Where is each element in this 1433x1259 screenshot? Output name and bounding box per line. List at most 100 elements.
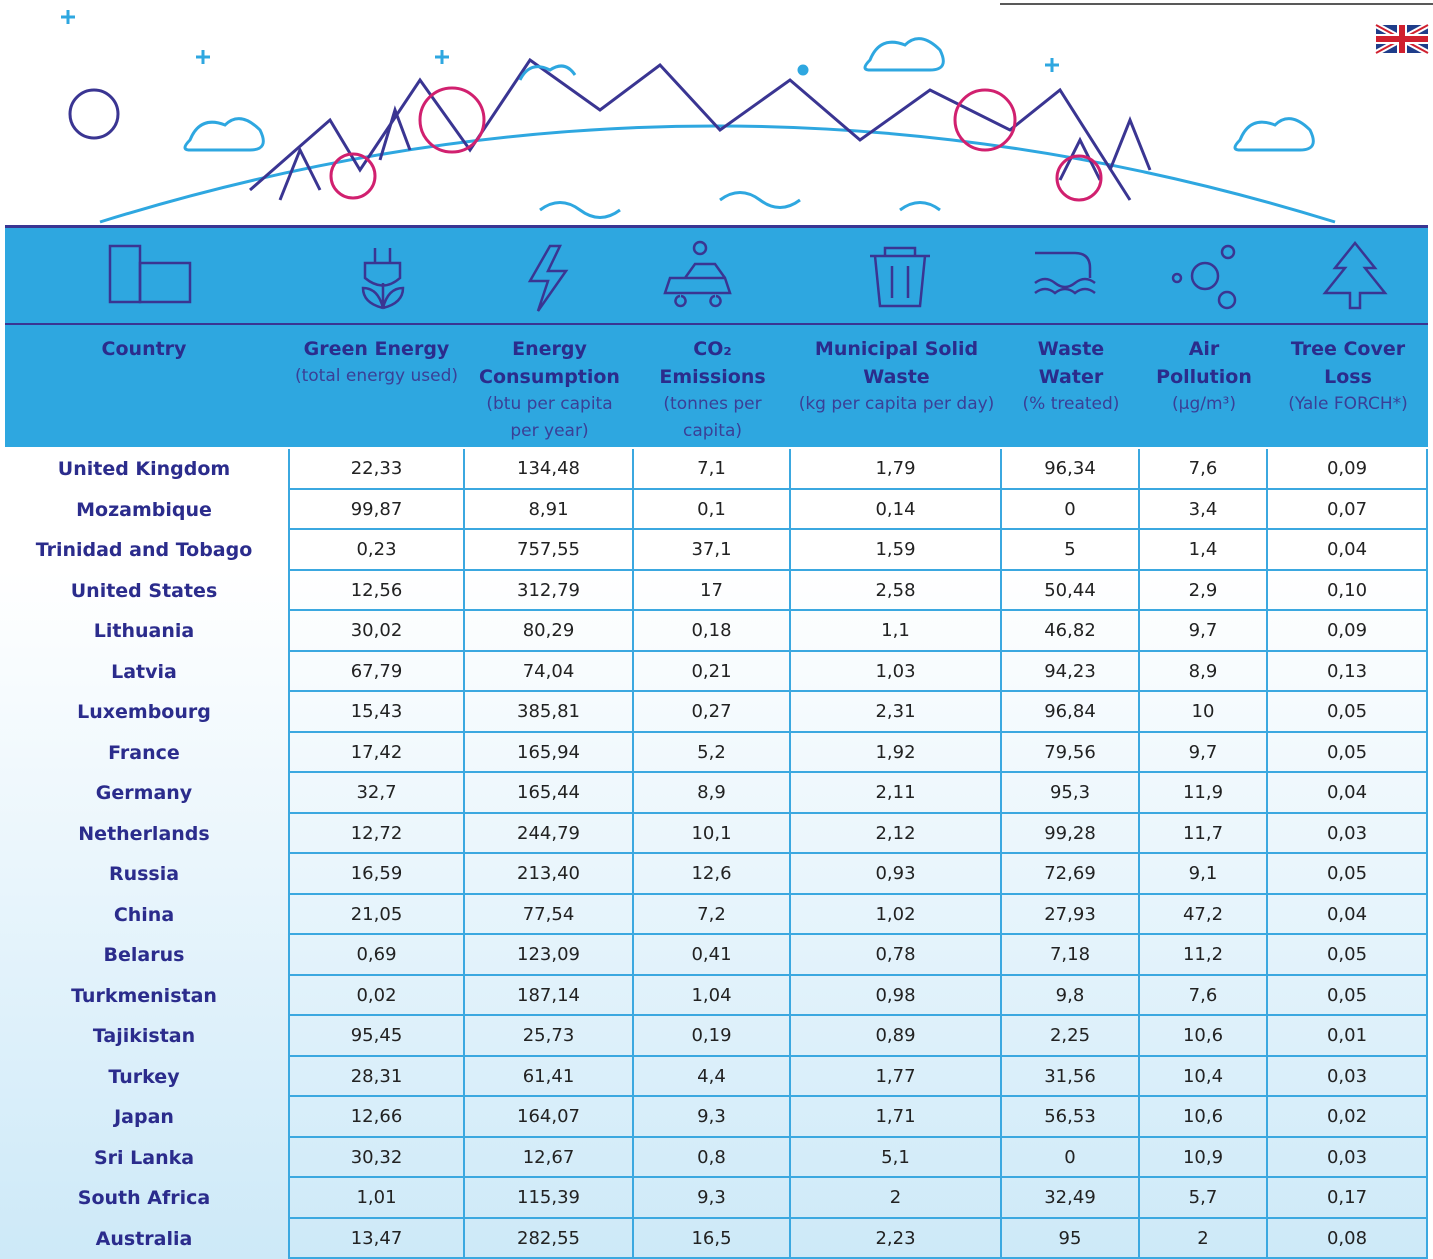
- value-cell: 77,54: [465, 894, 634, 935]
- value-cell: 25,73: [465, 1016, 634, 1057]
- value-cell: 10,4: [1140, 1056, 1268, 1097]
- value-cell: 17,42: [288, 732, 465, 773]
- value-cell: 0,03: [1268, 1137, 1428, 1178]
- value-cell: 95,45: [288, 1016, 465, 1057]
- value-cell: 2,25: [1002, 1016, 1140, 1057]
- value-cell: 0,13: [1268, 651, 1428, 692]
- value-cell: 5: [1002, 530, 1140, 571]
- value-cell: 187,14: [465, 975, 634, 1016]
- value-cell: 8,9: [634, 773, 791, 814]
- value-cell: 79,56: [1002, 732, 1140, 773]
- value-cell: 12,66: [288, 1097, 465, 1138]
- value-cell: 7,18: [1002, 935, 1140, 976]
- value-cell: 165,94: [465, 732, 634, 773]
- value-cell: 0,05: [1268, 692, 1428, 733]
- value-cell: 80,29: [465, 611, 634, 652]
- value-cell: 21,05: [288, 894, 465, 935]
- column-unit: (Yale FORCH*): [1288, 394, 1408, 414]
- value-cell: 9,7: [1140, 611, 1268, 652]
- country-name: Tajikistan: [92, 1025, 196, 1047]
- header-cell: Country: [6, 335, 282, 363]
- value-cell: 7,6: [1140, 975, 1268, 1016]
- column-unit: (% treated): [1022, 394, 1120, 414]
- country-name: Russia: [108, 863, 180, 885]
- value-cell: 4,4: [634, 1056, 791, 1097]
- value-cell: 0,01: [1268, 1016, 1428, 1057]
- value-cell: 47,2: [1140, 894, 1268, 935]
- value-cell: 96,34: [1002, 449, 1140, 490]
- value-cell: 0,69: [288, 935, 465, 976]
- value-cell: 1,02: [791, 894, 1002, 935]
- value-cell: 5,7: [1140, 1178, 1268, 1219]
- value-cell: 115,39: [465, 1178, 634, 1219]
- value-cell: 2,9: [1140, 570, 1268, 611]
- value-cell: 0,03: [1268, 813, 1428, 854]
- value-cell: 9,3: [634, 1097, 791, 1138]
- value-cell: 9,8: [1002, 975, 1140, 1016]
- value-cell: 2,23: [791, 1218, 1002, 1259]
- value-cell: 16,5: [634, 1218, 791, 1259]
- country-name: Netherlands: [78, 822, 210, 845]
- value-cell: 12,6: [634, 854, 791, 895]
- country-name: France: [108, 741, 180, 764]
- value-cell: 1,04: [634, 975, 791, 1016]
- value-cell: 50,44: [1002, 570, 1140, 611]
- country-name: United Kingdom: [57, 458, 231, 480]
- value-cell: 11,2: [1140, 935, 1268, 976]
- country-name: Lithuania: [93, 620, 195, 642]
- value-cell: 12,67: [465, 1137, 634, 1178]
- header-cell: Energy Consumption (btu per capita per ye…: [471, 335, 628, 445]
- value-cell: 0,05: [1268, 732, 1428, 773]
- value-cell: 2,58: [791, 570, 1002, 611]
- column-unit: (kg per capita per day): [798, 394, 995, 414]
- value-cell: 1,01: [288, 1178, 465, 1219]
- value-cell: 99,28: [1002, 813, 1140, 854]
- country-name: Luxembourg: [77, 701, 211, 723]
- value-cell: 95,3: [1002, 773, 1140, 814]
- country-name: Australia: [95, 1227, 193, 1250]
- header-cell: Tree Cover Loss (Yale FORCH*): [1274, 335, 1422, 418]
- value-cell: 757,55: [465, 530, 634, 571]
- value-cell: 10,1: [634, 813, 791, 854]
- value-cell: 32,7: [288, 773, 465, 814]
- value-cell: 30,02: [288, 611, 465, 652]
- value-cell: 11,7: [1140, 813, 1268, 854]
- value-cell: 17: [634, 570, 791, 611]
- value-cell: 244,79: [465, 813, 634, 854]
- value-cell: 0,93: [791, 854, 1002, 895]
- landscape: [68, 37, 1336, 224]
- value-cell: 0,02: [1268, 1097, 1428, 1138]
- value-cell: 46,82: [1002, 611, 1140, 652]
- sparkles: [61, 10, 1059, 76]
- value-cell: 0: [1002, 489, 1140, 530]
- column-unit: (tonnes per capita): [663, 394, 762, 441]
- value-cell: 37,1: [634, 530, 791, 571]
- value-cell: 74,04: [465, 651, 634, 692]
- value-cell: 0,98: [791, 975, 1002, 1016]
- value-cell: 10,6: [1140, 1016, 1268, 1057]
- value-cell: 5,1: [791, 1137, 1002, 1178]
- value-cell: 96,84: [1002, 692, 1140, 733]
- country-name: Latvia: [111, 660, 177, 683]
- value-cell: 0,05: [1268, 854, 1428, 895]
- value-cell: 1,77: [791, 1056, 1002, 1097]
- value-cell: 0,41: [634, 935, 791, 976]
- value-cell: 9,3: [634, 1178, 791, 1219]
- value-cell: 0,19: [634, 1016, 791, 1057]
- value-cell: 0: [1002, 1137, 1140, 1178]
- value-cell: 31,56: [1002, 1056, 1140, 1097]
- value-cell: 282,55: [465, 1218, 634, 1259]
- value-cell: 123,09: [465, 935, 634, 976]
- value-cell: 7,6: [1140, 449, 1268, 490]
- value-cell: 94,23: [1002, 651, 1140, 692]
- value-cell: 2,12: [791, 813, 1002, 854]
- country-name: China: [113, 903, 175, 926]
- value-cell: 0,07: [1268, 489, 1428, 530]
- value-cell: 2,31: [791, 692, 1002, 733]
- value-cell: 0,09: [1268, 449, 1428, 490]
- header-cell: Green Energy (total energy used): [294, 335, 459, 390]
- value-cell: 27,93: [1002, 894, 1140, 935]
- value-cell: 2: [1140, 1218, 1268, 1259]
- value-cell: 10,9: [1140, 1137, 1268, 1178]
- header-cell: Air Pollution (µg/m³): [1146, 335, 1262, 418]
